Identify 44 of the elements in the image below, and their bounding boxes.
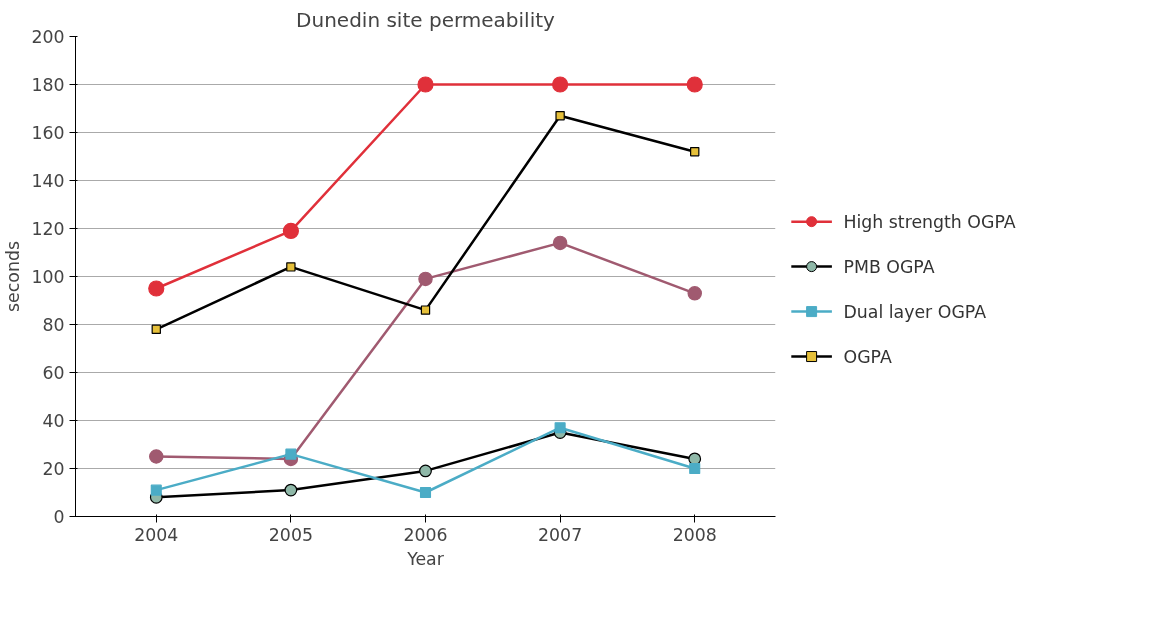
legend-label: Dual layer OGPA [843,301,987,322]
x-tick-label: 2004 [134,524,179,545]
point [419,486,432,499]
y-tick-label: 160 [31,123,65,143]
x-tick-label: 2006 [403,524,448,545]
point [151,324,161,334]
legend-label: PMB OGPA [843,256,935,277]
point [286,262,296,272]
y-axis-title: seconds [3,241,24,312]
x-tick-label: 2007 [538,524,583,545]
point [555,111,565,121]
y-tick-label: 0 [53,507,65,527]
point [419,464,432,478]
y-tick-label: 20 [42,459,65,479]
point [554,422,566,434]
point [282,222,299,239]
point [687,286,702,301]
point [552,235,568,251]
point [420,305,431,315]
point [418,271,433,287]
point [417,76,434,93]
point [689,462,701,475]
chart-title: Dunedin site permeability [296,7,556,32]
y-tick-label: 40 [42,411,65,431]
legend-label: High strength OGPA [843,211,1016,232]
point [690,147,700,157]
point [150,484,162,496]
point [285,448,297,460]
y-tick-label: 180 [31,75,65,95]
point [686,76,703,93]
y-tick-label: 60 [42,363,65,383]
legend-label: OGPA [843,346,892,367]
y-tick-label: 140 [31,171,65,191]
point [148,280,165,297]
y-tick-label: 80 [42,315,65,335]
x-axis-title: Year [406,548,445,569]
y-tick-label: 120 [31,219,65,239]
point [149,449,164,464]
point [284,483,298,497]
y-tick-label: 100 [31,267,65,287]
x-tick-label: 2005 [268,524,313,545]
x-tick-label: 2008 [672,524,717,545]
y-tick-label: 200 [31,27,65,47]
point [552,76,569,93]
